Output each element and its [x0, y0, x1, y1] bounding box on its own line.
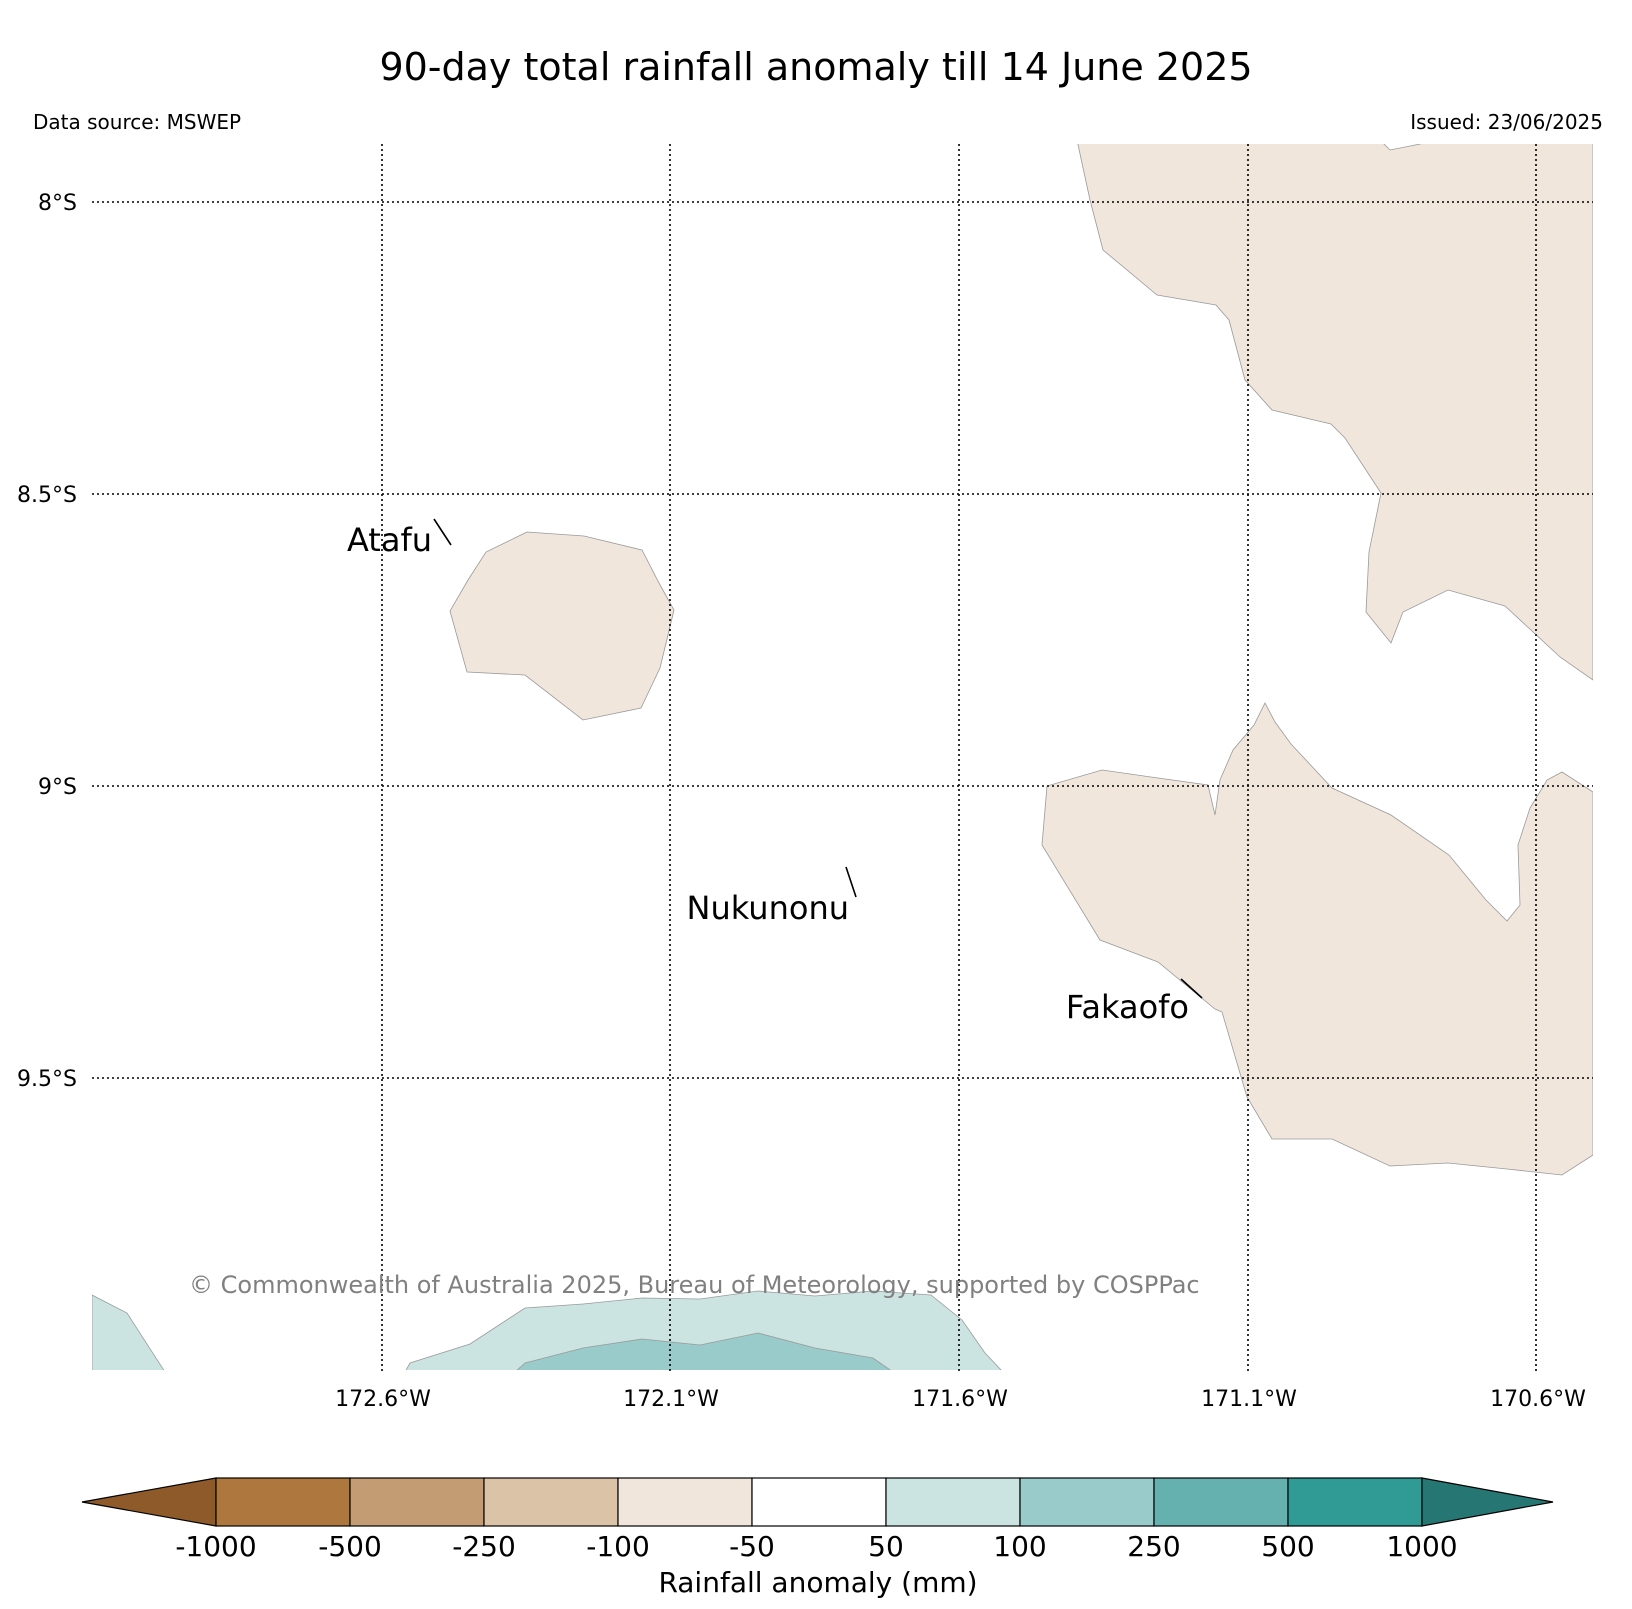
- lon-label-171-6w: 171.6°W: [912, 1387, 1008, 1412]
- lon-label-170-6w: 170.6°W: [1490, 1387, 1586, 1412]
- lat-label-9s: 9°S: [38, 775, 77, 800]
- dry-anomaly-region-atafu: [449, 531, 675, 721]
- colorbar-tick-label: -50: [729, 1530, 775, 1563]
- place-label-atafu: Atafu: [347, 521, 432, 559]
- colorbar-segment: [885, 1477, 1021, 1527]
- colorbar-tick-label: 500: [1261, 1530, 1314, 1563]
- colorbar-segment: [1019, 1477, 1155, 1527]
- colorbar-segment: [215, 1477, 351, 1527]
- colorbar-segment: [483, 1477, 619, 1527]
- colorbar-tick-label: 100: [993, 1530, 1046, 1563]
- lon-label-172-1w: 172.1°W: [623, 1387, 719, 1412]
- colorbar-tick-label: -500: [318, 1530, 382, 1563]
- colorbar-tick-label: -250: [452, 1530, 516, 1563]
- dry-anomaly-region-fakaofo: [1041, 702, 1593, 1176]
- place-label-fakaofo: Fakaofo: [1066, 988, 1189, 1026]
- place-fakaofo: Fakaofo: [1066, 978, 1203, 1026]
- lon-label-171-1w: 171.1°W: [1201, 1387, 1297, 1412]
- colorbar-tick-label: -100: [586, 1530, 650, 1563]
- colorbar-title: Rainfall anomaly (mm): [658, 1566, 977, 1599]
- colorbar-extension-high: [1421, 1477, 1554, 1527]
- lat-label-8-5s: 8.5°S: [17, 483, 77, 508]
- lon-label-172-6w: 172.6°W: [335, 1387, 431, 1412]
- colorbar-tick-label: 250: [1127, 1530, 1180, 1563]
- colorbar-segment: [1153, 1477, 1289, 1527]
- issued-date-label: Issued: 23/06/2025: [1410, 110, 1603, 134]
- colorbar-tick-label: 50: [868, 1530, 904, 1563]
- colorbar-segment: [1287, 1477, 1423, 1527]
- wet-anomaly-region-south-core: [516, 1332, 891, 1370]
- colorbar-segment: [751, 1477, 887, 1527]
- wet-anomaly-region-south: [405, 1290, 1002, 1370]
- latitude-gridlines: [92, 201, 1593, 1079]
- dry-anomaly-region-northeast: [1077, 144, 1593, 681]
- colorbar: [81, 1477, 1554, 1527]
- wet-anomaly-region-southwest: [92, 1294, 165, 1370]
- colorbar-extension-low: [81, 1477, 217, 1527]
- place-atafu: Atafu: [347, 518, 452, 559]
- colorbar-tick-label: 1000: [1386, 1530, 1457, 1563]
- data-source-label: Data source: MSWEP: [33, 110, 241, 134]
- colorbar-segment: [349, 1477, 485, 1527]
- lat-label-8s: 8°S: [38, 191, 77, 216]
- map-title: 90-day total rainfall anomaly till 14 Ju…: [379, 45, 1252, 89]
- map-area: [92, 144, 1593, 1370]
- place-nukunonu: Nukunonu: [687, 866, 857, 927]
- colorbar-tick-label: -1000: [175, 1530, 256, 1563]
- place-label-nukunonu: Nukunonu: [687, 889, 849, 927]
- copyright-notice: © Commonwealth of Australia 2025, Bureau…: [189, 1271, 1200, 1299]
- colorbar-segment: [617, 1477, 753, 1527]
- colorbar-tick-labels: -1000 -500 -250 -100 -50 50 100 250 500 1000: [175, 1530, 1457, 1563]
- lat-label-9-5s: 9.5°S: [17, 1067, 77, 1092]
